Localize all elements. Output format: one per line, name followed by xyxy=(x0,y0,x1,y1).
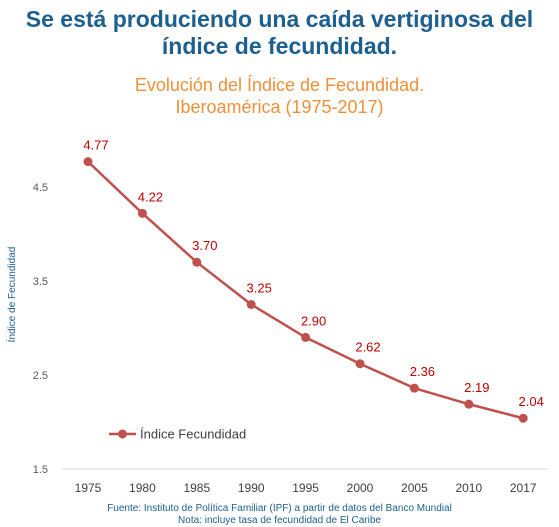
y-axis-ticks: 1.5 2.5 3.5 4.5 xyxy=(33,182,48,476)
y-tick-label: 2.5 xyxy=(33,370,48,382)
legend-marker xyxy=(118,429,127,439)
data-label: 2.90 xyxy=(301,313,326,328)
x-tick-label: 2010 xyxy=(455,481,482,495)
subtitle-line-1: Evolución del Índice de Fecundidad. xyxy=(134,75,425,95)
x-tick-label: 1990 xyxy=(238,481,265,495)
data-point xyxy=(246,300,256,309)
x-tick-label: 2005 xyxy=(401,481,428,495)
data-point xyxy=(137,208,147,218)
data-point xyxy=(464,399,474,409)
chart-footer: Fuente: Instituto de Política Familiar (… xyxy=(0,503,559,527)
x-tick-label: 2000 xyxy=(347,481,374,495)
legend: Índice Fecundidad xyxy=(109,427,246,442)
x-tick-label: 1985 xyxy=(183,481,210,495)
inclusion-note: Nota: incluye tasa de fecundidad de El C… xyxy=(178,515,381,526)
subtitle-line-2: Iberoamérica (1975-2017) xyxy=(175,97,384,117)
page-headline: Se está produciendo una caída vertiginos… xyxy=(0,6,559,60)
data-point xyxy=(83,157,93,167)
data-labels: 4.77 4.22 3.70 3.25 2.90 2.62 2.36 2.19 2.04 xyxy=(83,138,544,410)
data-label: 3.70 xyxy=(192,238,217,253)
x-tick-label: 1980 xyxy=(129,481,156,495)
headline-line-1: Se está produciendo una caída vertiginos… xyxy=(25,6,534,32)
data-point xyxy=(301,332,311,342)
y-tick-label: 1.5 xyxy=(33,464,48,476)
data-label: 4.22 xyxy=(138,189,163,204)
x-axis-ticks: 1975 1980 1985 1990 1995 2000 2005 2010 2017 xyxy=(75,481,537,495)
data-label: 2.04 xyxy=(519,394,544,409)
data-point xyxy=(355,359,365,369)
y-tick-label: 3.5 xyxy=(33,276,48,288)
x-tick-label: 2017 xyxy=(510,481,537,495)
legend-label: Índice Fecundidad xyxy=(140,427,246,442)
data-label: 2.36 xyxy=(410,364,435,379)
data-point xyxy=(409,383,419,393)
data-points xyxy=(83,157,528,423)
headline-line-2: índice de fecundidad. xyxy=(161,33,398,59)
chart-subtitle: Evolución del Índice de Fecundidad. Iber… xyxy=(0,74,559,118)
y-tick-label: 4.5 xyxy=(33,182,48,194)
data-label: 4.77 xyxy=(83,138,108,153)
data-label: 2.62 xyxy=(355,340,380,355)
source-note: Fuente: Instituto de Política Familiar (… xyxy=(107,503,452,514)
x-tick-label: 1975 xyxy=(75,481,102,495)
y-axis-label: Índice de Fecundidad xyxy=(5,247,18,343)
data-label: 2.19 xyxy=(464,380,489,395)
data-point xyxy=(518,413,528,423)
x-tick-label: 1995 xyxy=(292,481,319,495)
data-point xyxy=(192,257,202,267)
data-label: 3.25 xyxy=(247,281,272,296)
